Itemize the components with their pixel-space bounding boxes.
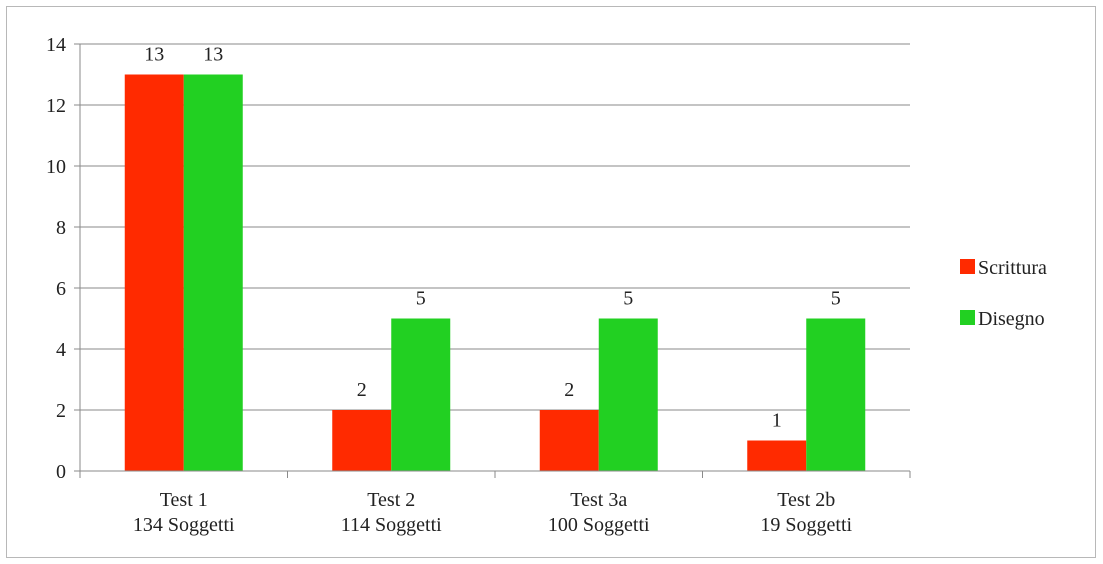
data-label: 13 (203, 44, 223, 66)
y-tick-label: 10 (46, 156, 66, 178)
data-label: 5 (831, 288, 841, 310)
data-labels: 13 13 2 5 2 5 1 5 (144, 44, 841, 432)
x-tick-label: 114 Soggetti (341, 514, 442, 536)
y-tick-label: 4 (56, 339, 66, 361)
bar-scrittura (539, 410, 599, 471)
x-tick-label: 134 Soggetti (133, 514, 235, 536)
bar-scrittura (124, 74, 184, 471)
x-tick-label: Test 2b (777, 489, 835, 511)
x-tick-label: Test 2 (367, 489, 415, 511)
bar-scrittura (747, 440, 807, 471)
data-label: 2 (357, 379, 367, 401)
x-tick-label: 100 Soggetti (548, 514, 650, 536)
y-tick-label: 14 (46, 34, 66, 56)
y-tick-label: 6 (56, 278, 66, 300)
y-tick-label: 0 (56, 461, 66, 483)
legend: Scrittura Disegno (960, 257, 1047, 330)
y-tick-label: 12 (46, 95, 66, 117)
data-label: 13 (144, 44, 164, 66)
data-label: 5 (416, 288, 426, 310)
x-tick-label: Test 1 (160, 489, 208, 511)
legend-swatch-disegno (960, 310, 975, 325)
x-tick-label: Test 3a (570, 489, 627, 511)
legend-label-scrittura: Scrittura (978, 257, 1047, 279)
x-tick-label: 19 Soggetti (760, 514, 852, 536)
bar-disegno (391, 318, 451, 471)
bar-disegno (598, 318, 658, 471)
bar-disegno (806, 318, 866, 471)
legend-swatch-scrittura (960, 259, 975, 274)
data-label: 5 (623, 288, 633, 310)
chart-frame: 0 2 4 6 8 10 12 14 Test 1 134 Soggetti Test 2 114 S… (6, 6, 1096, 558)
bar-scrittura (332, 410, 392, 471)
bars (124, 74, 866, 471)
y-tick-label: 2 (56, 400, 66, 422)
data-label: 1 (772, 410, 782, 432)
bar-disegno (183, 74, 243, 471)
y-tick-label: 8 (56, 217, 66, 239)
data-label: 2 (564, 379, 574, 401)
legend-label-disegno: Disegno (978, 308, 1045, 330)
